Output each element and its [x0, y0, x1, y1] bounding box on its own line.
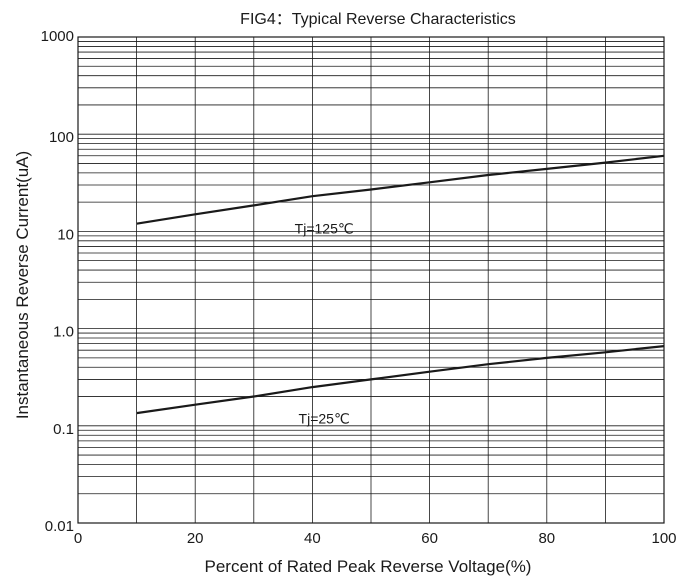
y-tick-label: 1000	[41, 28, 74, 45]
series-label-1: Tj=125℃	[295, 221, 354, 237]
x-tick-label: 0	[74, 530, 82, 547]
series-line-2	[136, 345, 665, 415]
grid	[78, 37, 664, 523]
y-tick-label: 100	[49, 129, 74, 146]
tick-labels: 0 20 40 60 80 100 0.01 0.1 1.0 10 100 1000	[41, 28, 677, 547]
x-tick-label: 100	[651, 530, 676, 547]
x-tick-label: 40	[304, 530, 321, 547]
x-tick-label: 80	[538, 530, 555, 547]
y-axis-label: Instantaneous Reverse Current(uA)	[13, 151, 32, 419]
series-line-1	[136, 154, 665, 225]
series-layer	[136, 154, 665, 415]
y-tick-label: 0.1	[53, 421, 74, 438]
x-axis-label: Percent of Rated Peak Reverse Voltage(%)	[205, 557, 532, 576]
x-tick-label: 60	[421, 530, 438, 547]
plot-frame	[77, 36, 665, 524]
y-tick-label: 0.01	[45, 518, 74, 535]
chart-title: FIG4：Typical Reverse Characteristics	[240, 11, 516, 28]
y-tick-label: 1.0	[53, 324, 74, 341]
x-tick-label: 20	[187, 530, 204, 547]
y-tick-label: 10	[57, 226, 74, 243]
annotation-layer: Tj=125℃ Tj=25℃	[295, 221, 354, 427]
series-label-2: Tj=25℃	[299, 410, 350, 426]
